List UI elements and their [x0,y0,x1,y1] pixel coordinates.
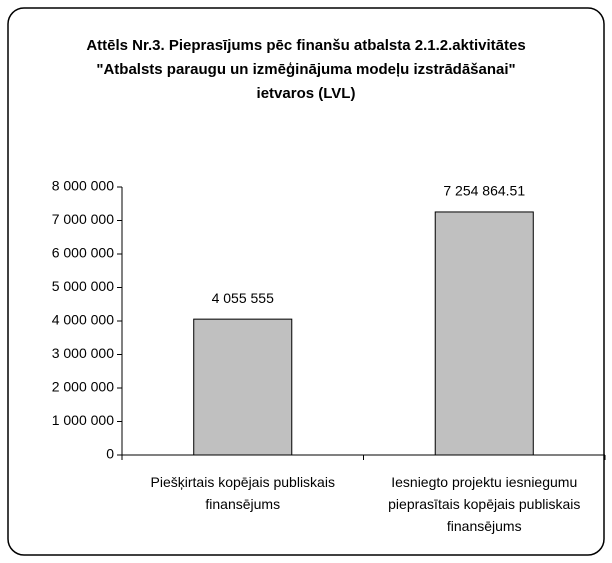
y-tick-label: 3 000 000 [52,345,114,361]
x-tick-label: Piešķirtais kopējais publiskais finansēj… [150,474,335,512]
bar [193,318,293,456]
y-tick-label: 1 000 000 [52,412,114,428]
y-tick-label: 6 000 000 [52,245,114,261]
y-tick-label: 0 [106,446,114,462]
data-label: 7 254 864.51 [443,183,525,199]
y-tick-label: 5 000 000 [52,278,114,294]
y-tick-label: 4 000 000 [52,312,114,328]
bar [434,211,534,456]
y-tick-label: 2 000 000 [52,379,114,395]
chart-title: Attēls Nr.3. Pieprasījums pēc finanšu at… [86,37,526,102]
x-tick-label: Iesniegto projektu iesniegumu pieprasīta… [388,474,581,534]
data-label: 4 055 555 [212,290,274,306]
y-tick-label: 7 000 000 [52,211,114,227]
y-tick-label: 8 000 000 [52,178,114,194]
